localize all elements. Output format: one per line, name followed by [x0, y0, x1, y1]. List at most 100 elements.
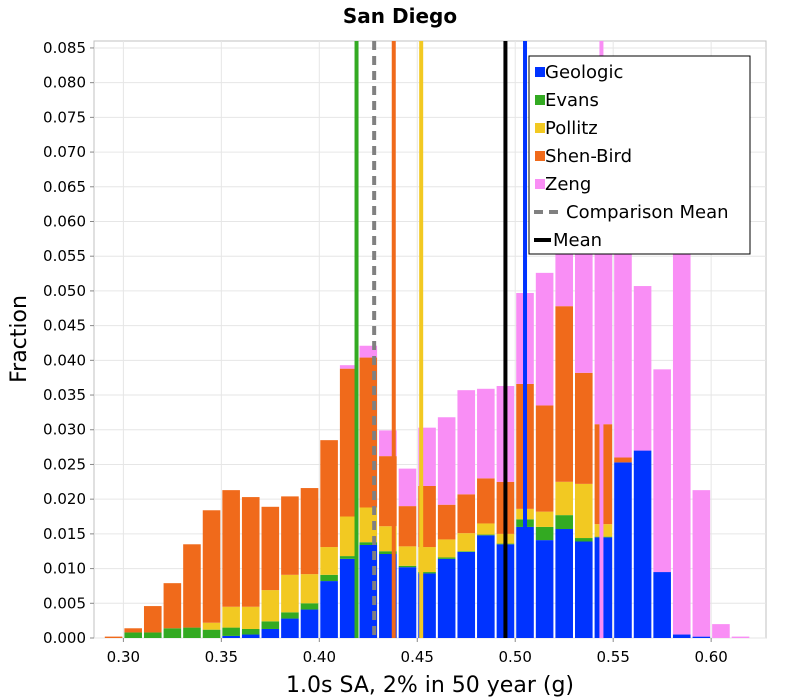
bar-pollitz — [241, 606, 260, 629]
bar-evans — [575, 538, 593, 542]
bar-geologic — [222, 635, 240, 638]
x-tick-label: 0.55 — [596, 648, 629, 666]
y-tick-label: 0.045 — [43, 317, 86, 335]
bar-geologic — [535, 540, 554, 638]
bar-evans — [163, 628, 182, 638]
legend-swatch — [535, 95, 545, 105]
bar-zeng — [712, 624, 730, 638]
bar-geologic — [457, 551, 476, 638]
bar-shen-bird — [124, 628, 142, 633]
bar-shen-bird — [457, 494, 476, 534]
bar-pollitz — [222, 606, 240, 628]
legend-swatch — [535, 67, 545, 77]
bar-geologic — [614, 462, 632, 638]
y-tick-label: 0.005 — [43, 594, 86, 612]
y-tick-label: 0.050 — [43, 282, 86, 300]
bar-evans — [241, 628, 260, 635]
bar-geologic — [300, 609, 319, 638]
bar-pollitz — [477, 523, 495, 535]
legend-label: Geologic — [545, 62, 623, 83]
x-tick-label: 0.30 — [107, 648, 140, 666]
legend-box — [528, 55, 751, 255]
bar-evans — [535, 526, 554, 541]
bar-evans — [418, 572, 436, 574]
x-tick-label: 0.40 — [303, 648, 336, 666]
bar-evans — [555, 515, 573, 530]
bar-geologic — [555, 529, 573, 638]
legend-swatch — [535, 179, 545, 189]
bar-geologic — [241, 634, 260, 638]
y-tick-label: 0.070 — [43, 143, 86, 161]
bar-pollitz — [535, 511, 554, 527]
bar-geologic — [339, 558, 358, 638]
bar-shen-bird — [359, 357, 378, 508]
bar-shen-bird — [143, 606, 162, 633]
bar-zeng — [477, 388, 495, 479]
bar-geologic — [477, 535, 495, 638]
y-tick-label: 0.015 — [43, 525, 86, 543]
axes: 0.000 0.005 0.010 0.015 0.020 0.025 0.030 0.035… — [43, 39, 728, 666]
bar-pollitz — [359, 507, 378, 543]
x-axis-title: 1.0s SA, 2% in 50 year (g) — [286, 673, 574, 698]
bar-evans — [124, 632, 142, 638]
bar-shen-bird — [477, 478, 495, 524]
bar-shen-bird — [437, 504, 456, 540]
bar-evans — [437, 557, 456, 559]
bar-geologic — [437, 558, 456, 638]
bar-evans — [202, 629, 221, 638]
bar-evans — [183, 627, 201, 638]
bar-shen-bird — [163, 583, 182, 629]
bar-zeng — [437, 417, 456, 505]
bar-shen-bird — [320, 440, 338, 548]
bar-geologic — [261, 628, 280, 638]
bar-evans — [143, 632, 162, 638]
bar-zeng — [575, 240, 593, 373]
y-tick-label: 0.025 — [43, 455, 86, 473]
bar-geologic — [398, 567, 417, 638]
bar-zeng — [359, 345, 378, 358]
bar-shen-bird — [202, 510, 221, 623]
y-tick-label: 0.040 — [43, 351, 86, 369]
bar-shen-bird — [241, 497, 260, 607]
bar-pollitz — [457, 533, 476, 552]
bar-evans — [281, 612, 299, 619]
bar-shen-bird — [555, 306, 573, 482]
bar-evans — [477, 534, 495, 536]
bar-pollitz — [261, 590, 280, 622]
bar-shen-bird — [575, 372, 593, 484]
chart-title: San Diego — [343, 4, 457, 28]
bar-shen-bird — [183, 544, 201, 628]
bar-evans — [379, 551, 397, 555]
bar-pollitz — [555, 481, 573, 516]
bar-geologic — [692, 636, 711, 638]
bar-shen-bird — [261, 506, 280, 591]
bar-pollitz — [281, 574, 299, 613]
y-tick-label: 0.060 — [43, 212, 86, 230]
bar-zeng — [339, 365, 358, 369]
legend-swatch — [535, 123, 545, 133]
legend-label: Zeng — [545, 174, 591, 195]
y-tick-label: 0.010 — [43, 560, 86, 578]
y-tick-label: 0.030 — [43, 421, 86, 439]
bar-evans — [320, 574, 338, 582]
bar-shen-bird — [398, 506, 417, 547]
bar-geologic — [575, 541, 593, 638]
y-tick-label: 0.000 — [43, 629, 86, 647]
bar-geologic — [633, 450, 652, 638]
legend-label: Mean — [553, 230, 602, 251]
bar-zeng — [457, 390, 476, 495]
x-tick-label: 0.35 — [205, 648, 238, 666]
legend-label: Pollitz — [545, 118, 598, 139]
bar-pollitz — [339, 516, 358, 557]
bar-geologic — [653, 572, 671, 638]
x-tick-label: 0.50 — [499, 648, 532, 666]
y-tick-label: 0.065 — [43, 178, 86, 196]
bar-geologic — [281, 618, 299, 638]
bar-evans — [398, 565, 417, 568]
bar-shen-bird — [281, 496, 299, 575]
bar-zeng — [398, 468, 417, 507]
bar-pollitz — [300, 574, 319, 604]
bar-zeng — [653, 369, 671, 573]
legend-label: Evans — [545, 90, 599, 111]
